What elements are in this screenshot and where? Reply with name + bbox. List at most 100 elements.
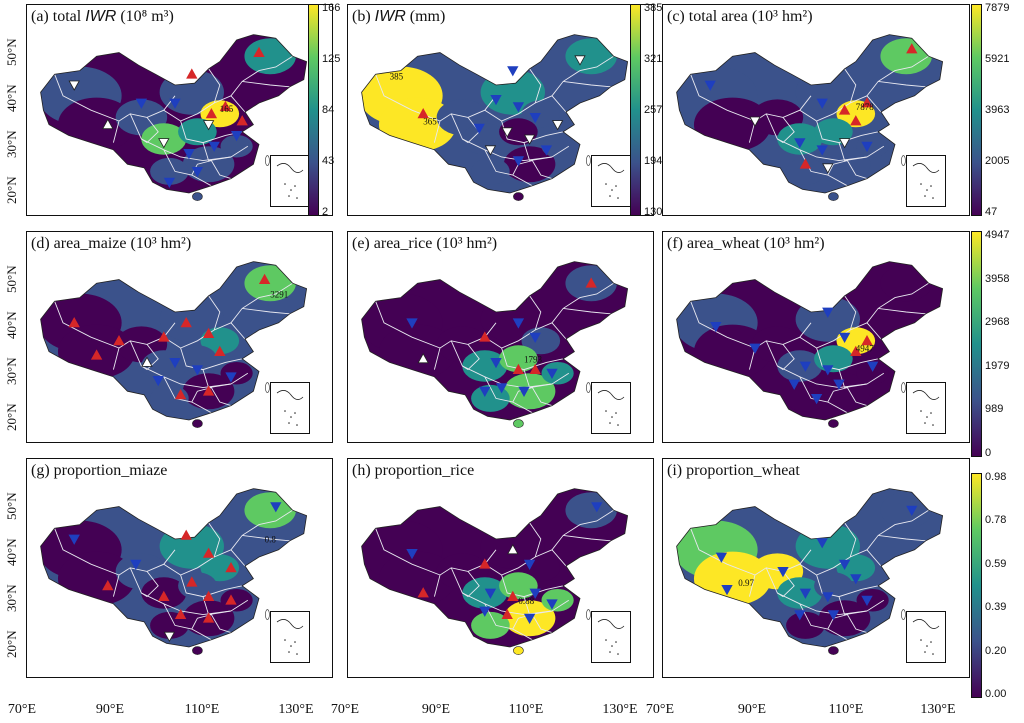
longitude-label: 110°E bbox=[828, 702, 864, 717]
decrease-marker bbox=[816, 538, 828, 549]
province-boundary bbox=[523, 369, 553, 389]
decrease-marker bbox=[490, 95, 502, 106]
province-boundary bbox=[375, 528, 441, 576]
panel-title-b: (b) IWR (mm) bbox=[352, 8, 445, 26]
decrease-marker bbox=[591, 502, 603, 513]
decrease-marker bbox=[130, 559, 142, 571]
panel-title-d: (d) area_maize (10³ hm²) bbox=[31, 235, 191, 253]
insignificant-marker bbox=[574, 55, 586, 66]
province-boundary bbox=[777, 571, 795, 598]
country-outline bbox=[361, 261, 629, 421]
longitude-label: 110°E bbox=[508, 702, 544, 717]
colorbar-i bbox=[971, 473, 982, 698]
region-sw bbox=[786, 611, 825, 639]
province-boundary bbox=[242, 80, 290, 88]
latitude-label: 20°N bbox=[4, 176, 19, 204]
taiwan-island bbox=[586, 609, 591, 620]
map-panel-b: 385 365 (b) IWR (mm) bbox=[347, 4, 654, 216]
colorbar-tick-label: 0.78 bbox=[985, 514, 1007, 527]
increase-marker bbox=[202, 327, 215, 338]
region-sw bbox=[786, 384, 825, 412]
province-boundary bbox=[563, 80, 611, 88]
increase-marker bbox=[180, 529, 192, 540]
colorbar-f bbox=[971, 231, 982, 457]
decrease-marker bbox=[816, 98, 828, 109]
decrease-marker bbox=[152, 376, 164, 387]
decrease-marker bbox=[827, 610, 840, 621]
decrease-marker bbox=[810, 394, 823, 405]
decrease-marker bbox=[169, 358, 181, 369]
region-se bbox=[541, 588, 574, 612]
insignificant-marker bbox=[523, 134, 536, 145]
map-panel-a: 165 (a) total IWR (10⁸ m³) bbox=[26, 4, 333, 216]
decrease-marker bbox=[816, 145, 828, 156]
map-b: 385 365 bbox=[361, 34, 629, 201]
colorbar-tick-label: 0 bbox=[985, 447, 992, 459]
province-boundary bbox=[827, 160, 868, 180]
decrease-marker bbox=[788, 379, 800, 390]
increase-marker bbox=[113, 334, 125, 346]
value-annotation: 385 bbox=[390, 72, 404, 82]
increase-marker bbox=[68, 316, 80, 328]
increase-marker bbox=[202, 547, 215, 558]
increase-marker bbox=[529, 363, 541, 374]
longitude-label: 90°E bbox=[95, 702, 125, 717]
south-china-sea-inset bbox=[591, 155, 631, 207]
region-se bbox=[541, 134, 574, 158]
province-boundary bbox=[563, 534, 611, 542]
province-boundary bbox=[844, 295, 857, 331]
province-boundary bbox=[163, 95, 246, 122]
region-se bbox=[220, 134, 253, 158]
south-china-sea-inset bbox=[270, 155, 310, 207]
hainan-island bbox=[192, 192, 203, 201]
panel-title-variable: IWR bbox=[85, 8, 117, 25]
country-outline bbox=[40, 34, 308, 194]
region-sw bbox=[471, 384, 510, 412]
province-boundary bbox=[551, 509, 614, 551]
province-boundary bbox=[191, 614, 232, 634]
decrease-marker bbox=[822, 592, 834, 603]
province-boundary bbox=[551, 55, 614, 97]
panel-title-text: (g) proportion_miaze bbox=[31, 462, 168, 479]
decrease-marker bbox=[529, 113, 541, 124]
latitude-label: 50°N bbox=[4, 265, 19, 293]
longitude-label: 90°E bbox=[737, 702, 767, 717]
decrease-marker bbox=[225, 372, 237, 383]
insignificant-marker bbox=[158, 138, 170, 149]
decrease-marker bbox=[135, 98, 148, 109]
increase-marker bbox=[512, 363, 525, 374]
decrease-marker bbox=[68, 534, 80, 545]
increase-marker bbox=[219, 100, 232, 111]
province-boundary bbox=[484, 322, 567, 349]
decrease-marker bbox=[777, 567, 789, 578]
panel-title-unit: (mm) bbox=[405, 8, 446, 25]
decrease-marker bbox=[850, 574, 862, 585]
country-outline bbox=[361, 34, 629, 194]
value-annotation: 0.88 bbox=[518, 596, 534, 606]
decrease-marker bbox=[833, 379, 845, 390]
province-boundary bbox=[866, 55, 929, 97]
increase-marker bbox=[186, 68, 198, 79]
insignificant-marker bbox=[838, 138, 851, 149]
value-annotation: 165 bbox=[220, 104, 234, 114]
decrease-marker bbox=[523, 559, 536, 571]
panel-title-i: (i) proportion_wheat bbox=[667, 462, 800, 480]
region-sc bbox=[777, 577, 823, 609]
increase-marker bbox=[253, 46, 265, 57]
colorbar-tick-label: 257 bbox=[644, 104, 663, 116]
province-boundary bbox=[163, 603, 212, 641]
increase-marker bbox=[258, 273, 271, 284]
province-boundary bbox=[816, 574, 879, 598]
map-panel-e: 1793 (e) area_rice (10³ hm²) bbox=[347, 231, 654, 443]
value-annotation: 4947 bbox=[856, 344, 875, 354]
province-boundary bbox=[844, 68, 857, 104]
province-boundary bbox=[529, 522, 542, 558]
taiwan-island bbox=[265, 155, 270, 166]
increase-marker bbox=[202, 385, 215, 396]
region-south bbox=[818, 146, 871, 183]
map-f: 4947 bbox=[676, 261, 944, 428]
map-panel-i: 0.97 (i) proportion_wheat bbox=[662, 458, 970, 678]
panel-title-text: (h) proportion_rice bbox=[352, 462, 475, 479]
hainan-island bbox=[828, 192, 839, 201]
panel-title-text: (f) area_wheat (10³ hm²) bbox=[667, 235, 825, 252]
